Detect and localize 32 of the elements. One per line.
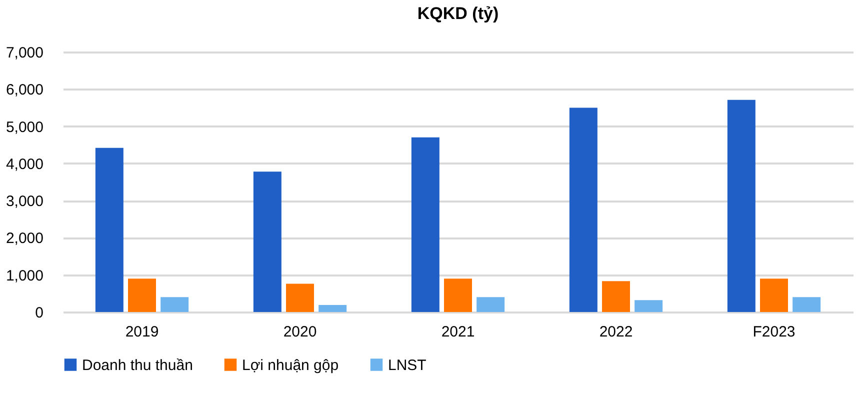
bar: [792, 297, 821, 312]
bar: [476, 297, 505, 312]
legend-label: LNST: [388, 356, 426, 374]
bar: [318, 304, 347, 312]
y-tick-label: 6,000: [6, 82, 44, 99]
bar: [760, 278, 788, 312]
bar: [411, 137, 440, 312]
bar: [95, 148, 124, 312]
y-tick-label: 5,000: [6, 118, 44, 136]
legend-label: Doanh thu thuần: [82, 356, 193, 374]
y-tick-label: 2,000: [6, 230, 44, 248]
y-tick-label: 0: [35, 304, 44, 322]
y-tick-label: 4,000: [6, 156, 44, 173]
bar: [286, 284, 314, 312]
bar: [634, 300, 663, 312]
x-tick-label: 2021: [441, 324, 475, 340]
bar: [727, 100, 756, 312]
y-tick-label: 3,000: [6, 193, 44, 210]
bar: [444, 278, 472, 312]
bar: [128, 278, 156, 312]
bar: [160, 297, 189, 312]
x-tick-label: F2023: [752, 324, 796, 340]
bar: [253, 172, 282, 312]
x-tick-label: 2022: [599, 324, 633, 340]
bar: [569, 108, 598, 312]
chart-title: KQKD (tỷ): [417, 4, 499, 23]
x-tick-label: 2019: [125, 324, 159, 340]
y-tick-label: 7,000: [6, 44, 44, 62]
legend-label: Lợi nhuận gộp: [242, 356, 339, 374]
x-tick-label: 2020: [283, 324, 317, 340]
y-tick-label: 1,000: [6, 267, 44, 284]
bar: [602, 281, 630, 312]
